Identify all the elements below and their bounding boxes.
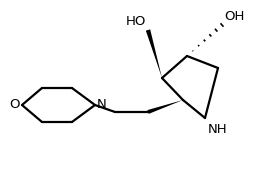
Text: NH: NH [208, 123, 228, 136]
Text: O: O [10, 98, 20, 111]
Text: OH: OH [224, 10, 244, 23]
Text: N: N [97, 98, 107, 111]
Text: HO: HO [126, 15, 146, 28]
Polygon shape [147, 100, 183, 114]
Polygon shape [146, 29, 162, 78]
